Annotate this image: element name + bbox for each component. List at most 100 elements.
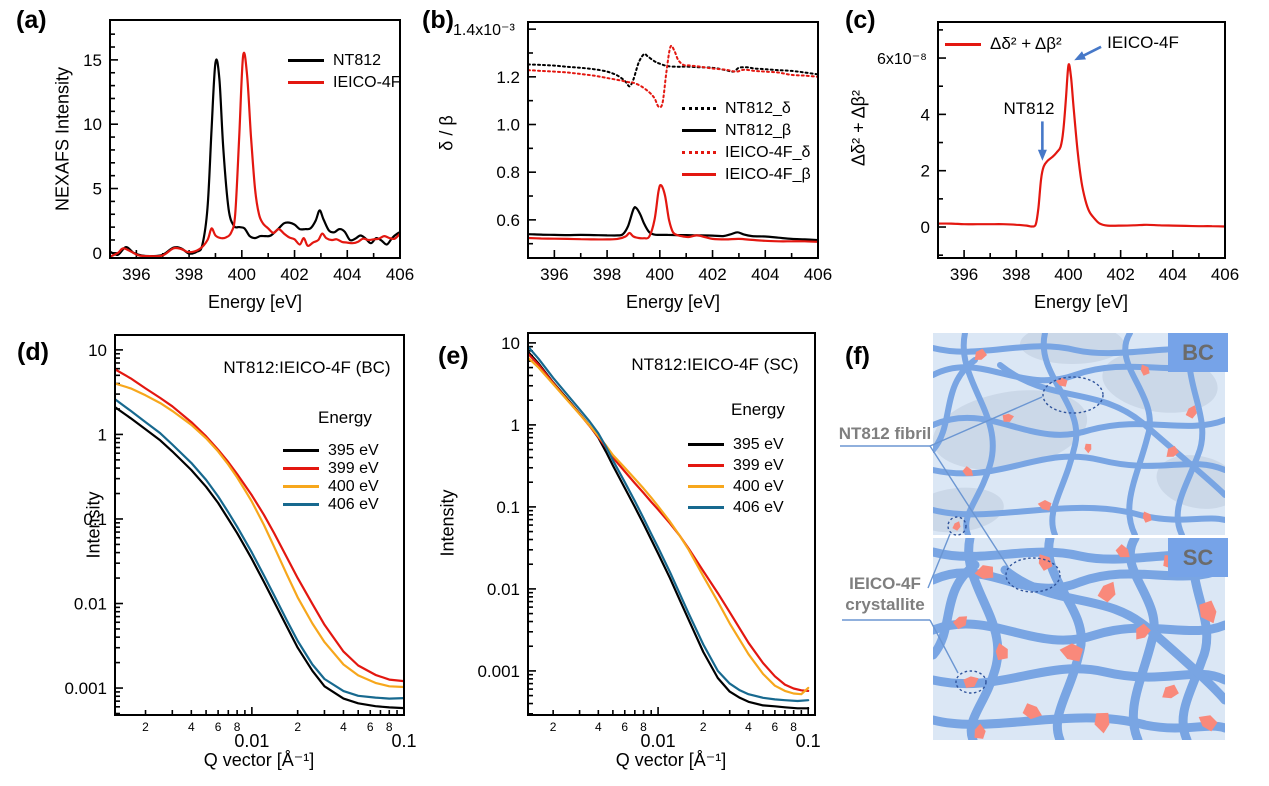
svg-text:406: 406 — [804, 265, 832, 284]
svg-text:2: 2 — [700, 720, 707, 734]
annotation-ieico-4f: IEICO-4F — [1107, 33, 1179, 52]
x-axis-title-b: Energy [eV] — [625, 292, 721, 312]
delta-beta-chart: 396 398 400 402 404 406 0.6 0.8 1.0 1.2 — [496, 21, 832, 284]
svg-text:2: 2 — [142, 720, 149, 734]
contrast-chart: 396 398 400 402 404 406 0 2 4 — [921, 21, 1239, 284]
svg-text:15: 15 — [83, 51, 102, 70]
legend-b: NT812_δ NT812_β IEICO-4F_δ IEICO-4F_β — [682, 98, 811, 186]
svg-text:0.1: 0.1 — [796, 731, 821, 751]
svg-text:2: 2 — [294, 720, 301, 734]
y-axis-title-d: Intensity — [83, 491, 104, 559]
nexafs-chart: 396 398 400 402 404 406 0 5 10 15 — [83, 19, 414, 284]
panel-c: 396 398 400 402 404 406 0 2 4 (c) 6x10⁻⁸ Δδ² + Δ… — [845, 0, 1269, 320]
legend-item: 399 eV — [283, 460, 379, 478]
svg-text:402: 402 — [698, 265, 726, 284]
svg-text:406: 406 — [386, 265, 414, 284]
panel-label-f: (f) — [845, 342, 870, 370]
svg-text:0.1: 0.1 — [83, 510, 107, 529]
ieico-4f-crystallite-label: IEICO-4F crystallite — [845, 574, 925, 614]
svg-text:402: 402 — [280, 265, 308, 284]
panel-f: (f) BC SC NT812 fibril IEICO-4F crystall… — [838, 320, 1269, 786]
svg-text:2: 2 — [550, 720, 557, 734]
legend-label: IEICO-4F_β — [725, 166, 811, 183]
svg-text:8: 8 — [386, 720, 393, 734]
svg-text:400: 400 — [1054, 265, 1082, 284]
svg-text:398: 398 — [593, 265, 621, 284]
legend-swatch — [283, 467, 319, 471]
legend-label: 400 eV — [733, 478, 784, 495]
svg-text:1: 1 — [511, 416, 520, 435]
svg-text:6: 6 — [367, 720, 374, 734]
legend-swatch — [288, 81, 324, 85]
y-top-label-b: 1.4x10⁻³ — [453, 22, 515, 39]
svg-text:0.01: 0.01 — [74, 595, 107, 614]
svg-text:402: 402 — [1106, 265, 1134, 284]
legend-item: 399 eV — [688, 455, 784, 476]
svg-text:398: 398 — [1002, 265, 1030, 284]
svg-text:4: 4 — [595, 720, 602, 734]
x-axis-title-c: Energy [eV] — [1033, 292, 1129, 312]
svg-text:5: 5 — [93, 180, 102, 199]
legend-item: 406 eV — [283, 496, 379, 514]
panel-d: 2 4 6 8 0.01 2 4 6 8 0.1 0.001 0.01 0.1 1 10 (d) NT812… — [0, 320, 420, 786]
svg-text:0.01: 0.01 — [234, 731, 269, 751]
legend-label: IEICO-4F — [333, 74, 401, 91]
legend-item: IEICO-4F — [288, 72, 401, 94]
panel-label-d: (d) — [17, 338, 49, 366]
y-axis-title-c: Δδ² + Δβ² — [848, 90, 869, 166]
svg-text:10: 10 — [83, 115, 102, 134]
legend-swatch — [288, 59, 324, 63]
annotation-nt812: NT812 — [1003, 99, 1055, 118]
legend-title-e: Energy — [731, 400, 785, 419]
svg-text:4: 4 — [921, 105, 930, 124]
svg-text:4: 4 — [188, 720, 195, 734]
svg-text:1: 1 — [98, 425, 107, 444]
legend-label: 406 eV — [328, 496, 379, 513]
legend-label: 399 eV — [733, 457, 784, 474]
legend-swatch — [688, 485, 724, 489]
x-axis-title-d: Q vector [Å⁻¹] — [203, 750, 315, 770]
panel-label-a: (a) — [16, 6, 47, 34]
legend-item: NT812_β — [682, 120, 811, 142]
bc-tag: BC — [1168, 333, 1228, 372]
svg-text:0.01: 0.01 — [641, 731, 676, 751]
legend-swatch — [945, 43, 981, 47]
legend-item: NT812_δ — [682, 98, 811, 120]
svg-text:10: 10 — [501, 334, 520, 353]
legend-label: 395 eV — [733, 436, 784, 453]
legend-label: NT812_β — [725, 122, 792, 139]
svg-text:0: 0 — [93, 244, 102, 263]
svg-text:0.001: 0.001 — [64, 679, 107, 698]
y-axis-title-e: Intensity — [437, 489, 458, 557]
legend-item: IEICO-4F_β — [682, 164, 811, 186]
panel-label-b: (b) — [422, 6, 454, 34]
sc-tag: SC — [1168, 538, 1228, 577]
legend-label: NT812 — [333, 52, 382, 69]
nt812-fibril-label: NT812 fibril — [838, 424, 932, 443]
svg-text:396: 396 — [122, 265, 150, 284]
legend-swatch — [688, 464, 724, 468]
legend-swatch — [688, 443, 724, 447]
y-axis-title-b: δ / β — [436, 115, 457, 151]
panel-label-c: (c) — [845, 6, 876, 34]
legend-swatch — [688, 506, 724, 510]
legend-swatch — [682, 107, 716, 111]
legend-a: NT812 IEICO-4F — [288, 50, 401, 94]
legend-swatch — [283, 449, 319, 453]
svg-text:404: 404 — [333, 265, 361, 284]
x-axis-title-e: Q vector [Å⁻¹] — [615, 750, 727, 770]
svg-text:8: 8 — [640, 720, 647, 734]
legend-item: 395 eV — [283, 442, 379, 460]
legend-label: 395 eV — [328, 442, 379, 459]
svg-text:0.6: 0.6 — [496, 211, 520, 230]
legend-c: Δδ² + Δβ² — [945, 33, 1062, 55]
legend-label: IEICO-4F_δ — [725, 144, 811, 161]
panel-e: 2 4 6 8 0.01 2 4 6 8 0.1 0.001 0.01 0.1 1 10 (e) NT812… — [420, 320, 850, 786]
svg-text:0.001: 0.001 — [477, 662, 520, 681]
legend-item: IEICO-4F_δ — [682, 142, 811, 164]
svg-text:10: 10 — [88, 341, 107, 360]
legend-item: 395 eV — [688, 434, 784, 455]
